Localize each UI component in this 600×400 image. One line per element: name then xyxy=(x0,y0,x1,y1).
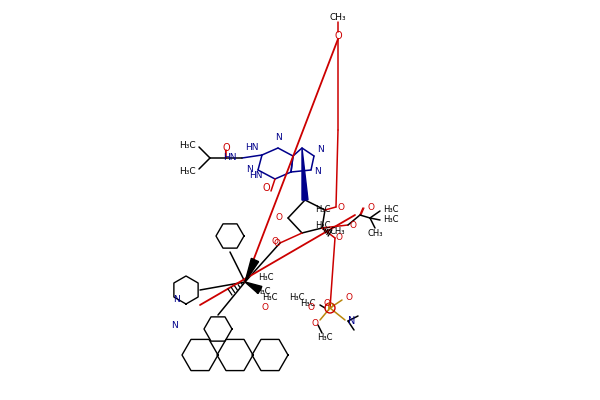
Text: H₃C: H₃C xyxy=(315,220,331,230)
Text: O: O xyxy=(335,234,342,242)
Text: HN: HN xyxy=(250,172,263,180)
Text: O: O xyxy=(261,304,268,312)
Text: O: O xyxy=(345,292,352,302)
Text: P: P xyxy=(326,303,334,313)
Polygon shape xyxy=(245,282,262,294)
Text: H₃C: H₃C xyxy=(383,216,398,224)
Text: N: N xyxy=(317,145,324,154)
Text: H₃C: H₃C xyxy=(255,288,271,296)
Text: O: O xyxy=(308,304,315,312)
Text: H₃C: H₃C xyxy=(179,166,196,176)
Text: CH₃: CH₃ xyxy=(367,229,383,238)
Text: H₃C: H₃C xyxy=(262,294,277,302)
Polygon shape xyxy=(302,148,308,200)
Text: H₃C: H₃C xyxy=(315,206,331,214)
Text: O: O xyxy=(311,318,318,328)
Text: O: O xyxy=(262,183,270,193)
Text: CH₃: CH₃ xyxy=(329,14,346,22)
Text: O: O xyxy=(324,300,331,308)
Text: O: O xyxy=(368,204,375,212)
Text: H₃C: H₃C xyxy=(383,206,398,214)
Text: HN: HN xyxy=(223,154,237,162)
Text: O: O xyxy=(222,143,230,153)
Text: N: N xyxy=(275,133,281,142)
Text: H₃C: H₃C xyxy=(258,274,274,282)
Text: H₃C: H₃C xyxy=(317,334,333,342)
Text: N: N xyxy=(173,296,180,304)
Text: O: O xyxy=(334,31,342,41)
Text: O: O xyxy=(337,202,344,212)
Text: N: N xyxy=(314,168,321,176)
Text: O: O xyxy=(271,236,278,246)
Text: O: O xyxy=(273,238,280,248)
Text: O: O xyxy=(276,214,283,222)
Text: N: N xyxy=(171,320,178,330)
Text: H₃C: H₃C xyxy=(179,140,196,150)
Polygon shape xyxy=(245,258,259,282)
Text: O: O xyxy=(350,220,357,230)
Text: N: N xyxy=(246,166,253,174)
Text: N: N xyxy=(348,316,355,326)
Text: H₃C: H₃C xyxy=(301,298,316,308)
Text: HN: HN xyxy=(245,143,259,152)
Text: CH₃: CH₃ xyxy=(330,228,346,236)
Text: H₃C: H₃C xyxy=(290,294,305,302)
